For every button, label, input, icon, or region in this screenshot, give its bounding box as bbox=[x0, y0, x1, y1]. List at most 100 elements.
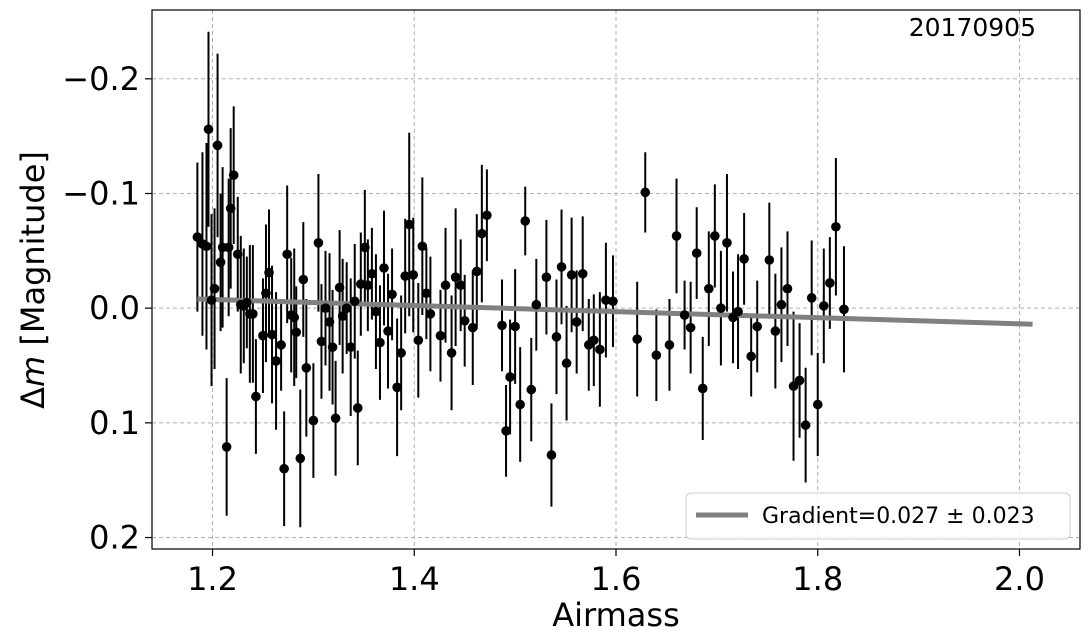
data-point bbox=[722, 238, 732, 248]
data-point bbox=[566, 270, 577, 280]
data-point bbox=[327, 342, 338, 352]
data-point bbox=[697, 383, 708, 394]
data-point bbox=[324, 317, 335, 327]
data-point bbox=[225, 203, 236, 214]
data-point bbox=[375, 337, 385, 348]
data-point bbox=[450, 272, 461, 283]
data-point bbox=[710, 231, 720, 241]
data-point bbox=[739, 254, 749, 264]
data-point bbox=[806, 293, 817, 303]
data-point bbox=[392, 382, 402, 393]
data-point bbox=[282, 249, 292, 260]
data-point bbox=[520, 216, 531, 226]
data-point bbox=[295, 453, 306, 464]
data-point bbox=[561, 358, 572, 369]
data-point bbox=[209, 283, 220, 294]
data-point bbox=[704, 283, 714, 294]
data-point bbox=[482, 210, 492, 221]
data-point bbox=[404, 219, 415, 230]
data-point bbox=[215, 257, 226, 268]
data-point bbox=[320, 303, 331, 313]
y-tick-label: −0.2 bbox=[62, 60, 140, 98]
data-point bbox=[664, 340, 675, 350]
data-point bbox=[334, 282, 345, 293]
data-point bbox=[541, 272, 552, 283]
y-axis-title-prefix: Δ bbox=[14, 387, 52, 409]
data-point bbox=[608, 296, 618, 307]
data-point bbox=[221, 442, 232, 452]
data-point bbox=[640, 187, 651, 198]
data-point bbox=[788, 381, 799, 391]
x-tick-label: 1.6 bbox=[591, 560, 642, 598]
data-point bbox=[276, 340, 286, 350]
data-point bbox=[595, 344, 605, 355]
x-axis-title: Airmass bbox=[552, 596, 680, 634]
data-point bbox=[531, 299, 542, 310]
data-point bbox=[242, 297, 252, 308]
fit-line bbox=[197, 296, 1033, 327]
data-point bbox=[435, 330, 446, 341]
legend-box bbox=[685, 492, 1071, 540]
data-point bbox=[526, 384, 537, 395]
y-tick-label: −0.1 bbox=[62, 174, 140, 212]
data-point bbox=[556, 262, 567, 272]
x-tick-label: 2.0 bbox=[994, 560, 1045, 598]
data-point bbox=[440, 280, 451, 291]
y-axis-title-suffix: [Magnitude] bbox=[14, 151, 52, 356]
data-point bbox=[497, 320, 507, 331]
y-axis-title: Δm [Magnitude] bbox=[14, 151, 52, 409]
axis-ticks: 1.2 1.4 1.6 1.8 2.0 −0.2 −0.1 0.0 0.1 0.2 bbox=[62, 60, 1045, 598]
data-point bbox=[271, 356, 281, 366]
data-point bbox=[472, 266, 482, 277]
data-points bbox=[192, 124, 849, 474]
data-point bbox=[551, 332, 562, 342]
data-point bbox=[477, 228, 487, 239]
data-point bbox=[812, 399, 823, 410]
data-point bbox=[383, 326, 393, 336]
data-point bbox=[251, 391, 261, 402]
data-point bbox=[267, 329, 277, 340]
data-point bbox=[289, 312, 300, 323]
data-point bbox=[571, 317, 582, 327]
data-point bbox=[400, 271, 410, 281]
data-point bbox=[379, 263, 389, 273]
data-point bbox=[396, 348, 406, 358]
data-point bbox=[291, 327, 302, 338]
data-point bbox=[212, 140, 223, 151]
data-point bbox=[341, 303, 352, 313]
data-point bbox=[345, 342, 356, 352]
data-point bbox=[577, 268, 588, 279]
data-point bbox=[467, 322, 478, 333]
data-point bbox=[733, 306, 743, 317]
data-point bbox=[825, 278, 835, 288]
data-point bbox=[349, 296, 360, 307]
data-point bbox=[839, 304, 849, 315]
data-point bbox=[360, 242, 370, 253]
data-point bbox=[782, 283, 793, 294]
data-point bbox=[691, 248, 702, 258]
data-point bbox=[546, 450, 557, 460]
data-point bbox=[417, 241, 428, 252]
data-point bbox=[455, 280, 466, 291]
data-point bbox=[279, 463, 289, 474]
data-point bbox=[206, 295, 217, 305]
data-point bbox=[261, 288, 271, 299]
data-point bbox=[308, 415, 319, 426]
data-point bbox=[632, 334, 642, 344]
data-point bbox=[515, 399, 525, 410]
data-point bbox=[601, 295, 611, 305]
y-tick-label: 0.1 bbox=[89, 404, 140, 442]
x-tick-label: 1.2 bbox=[187, 560, 238, 598]
data-point bbox=[232, 249, 243, 260]
data-point bbox=[301, 363, 312, 373]
legend-label: Gradient=0.027 ± 0.023 bbox=[762, 504, 1035, 529]
data-point bbox=[770, 326, 781, 336]
data-point bbox=[201, 241, 212, 252]
data-point bbox=[192, 232, 203, 242]
data-point bbox=[446, 348, 457, 358]
data-point bbox=[421, 288, 432, 299]
data-point bbox=[203, 124, 214, 135]
data-point bbox=[316, 336, 327, 347]
data-point bbox=[371, 306, 381, 317]
